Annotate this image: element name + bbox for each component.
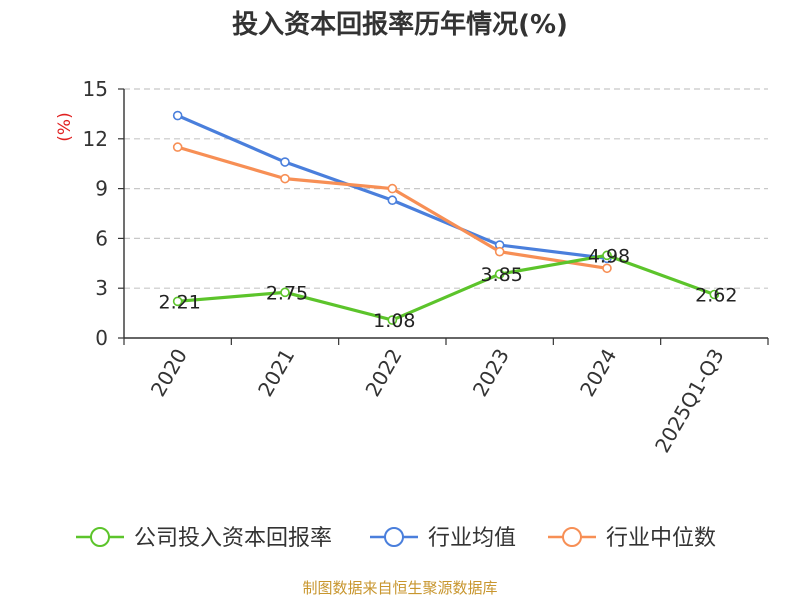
x-tick-label: 2025Q1-Q3 [650,345,729,457]
y-tick-label: 6 [95,226,108,250]
y-tick-label: 0 [95,326,108,350]
legend: 公司投入资本回报率 行业均值 行业中位数 [76,526,716,551]
legend-item: 行业均值 [370,526,516,551]
data-point [602,263,612,274]
legend-swatch-marker [562,527,582,547]
legend-item: 行业中位数 [548,526,716,551]
data-label: 2.62 [695,285,737,307]
y-tick-label: 3 [95,276,108,300]
data-point [172,296,183,307]
data-point [709,289,720,300]
data-point [172,142,183,152]
data-label: 2.75 [266,282,308,304]
data-point [387,195,398,206]
legend-swatch-marker [384,527,404,547]
x-tick-label: 2022 [360,345,406,401]
legend-label: 行业均值 [428,526,516,551]
y-tick-label: 9 [95,177,108,201]
axis-layer: 0 3 6 9 12 15 (%) 2020 2021 2022 2023 2024 2025Q1-Q3 [55,77,769,457]
data-label-layer: 2.21 2.75 1.08 3.85 4.98 2.62 [159,245,738,332]
y-tick-label: 12 [83,127,108,151]
legend-label: 公司投入资本回报率 [134,526,332,551]
data-point [602,250,612,261]
data-point [494,269,505,279]
data-point [494,246,505,257]
y-tick-label: 15 [83,77,108,101]
x-tick-label: 2023 [468,345,514,401]
legend-item: 公司投入资本回报率 [76,526,332,551]
series-layer [172,110,720,325]
grid-layer [124,88,768,289]
data-point [280,157,290,167]
data-point [387,183,398,194]
chart-title: 投入资本回报率历年情况(%) [232,10,568,40]
data-point [280,173,290,184]
data-point [280,287,290,298]
data-point [387,315,398,325]
data-point [172,110,183,121]
legend-swatch-marker [90,527,110,547]
data-label: 1.08 [373,310,415,332]
source-note: 制图数据来自恒生聚源数据库 [302,579,498,597]
y-axis-label: (%) [55,112,75,141]
x-tick-label: 2024 [575,345,621,401]
data-label: 2.21 [159,291,201,313]
series-line [177,253,715,322]
x-tick-label: 2020 [146,345,192,401]
data-label: 3.85 [481,264,523,286]
legend-label: 行业中位数 [606,526,716,551]
x-tick-label: 2021 [253,345,299,401]
data-label: 4.98 [588,245,630,267]
